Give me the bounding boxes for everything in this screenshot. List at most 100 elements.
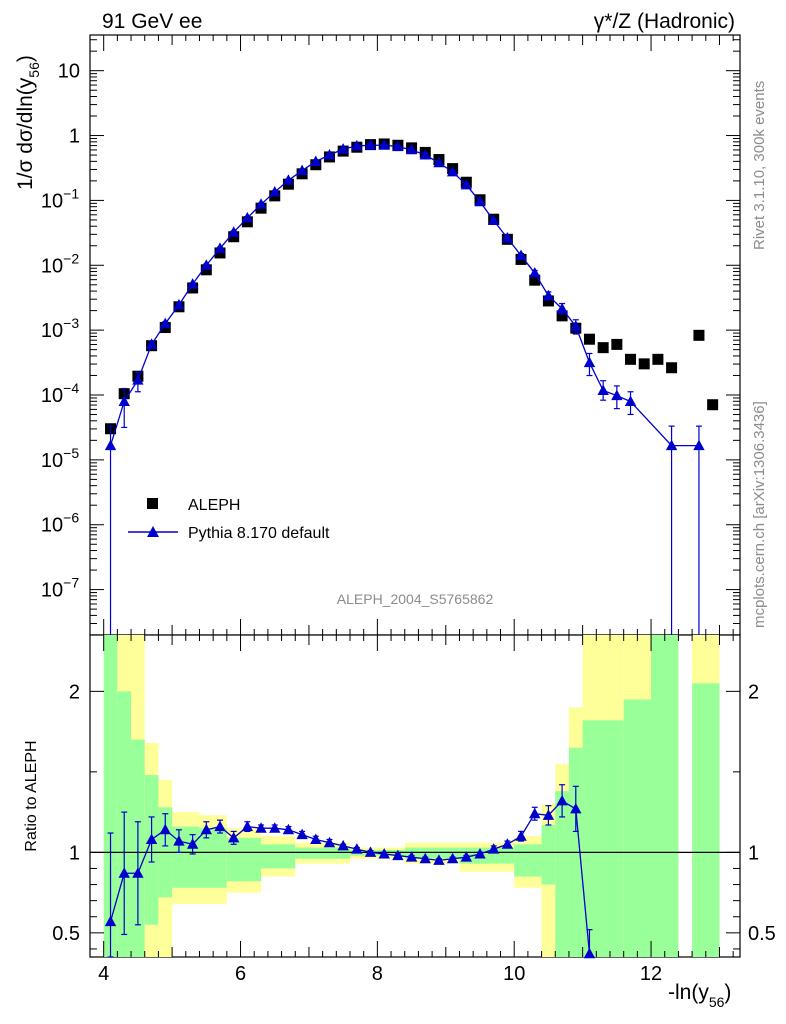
svg-text:1/σ dσ/dln(y56): 1/σ dσ/dln(y56) bbox=[14, 55, 42, 190]
ratio-y-tick-label-left: 0.5 bbox=[52, 923, 80, 945]
main-y-tick-label: 10−6 bbox=[41, 510, 79, 537]
green-band bbox=[172, 826, 200, 888]
pythia-point bbox=[104, 439, 117, 451]
pythia-point bbox=[145, 338, 158, 349]
ratio-point bbox=[145, 833, 158, 844]
pythia-point bbox=[515, 249, 527, 261]
ratio-point bbox=[392, 849, 404, 861]
pythia-point bbox=[597, 384, 609, 395]
main-y-label-sub: 56 bbox=[26, 62, 42, 78]
ratio-point bbox=[200, 823, 213, 835]
ratio-point bbox=[104, 915, 117, 927]
main-y-axis-label: 1/σ dσ/dln(y56) bbox=[14, 55, 42, 190]
pythia-point bbox=[296, 164, 308, 176]
pythia-series bbox=[104, 139, 705, 635]
green-band bbox=[555, 791, 569, 957]
pythia-point bbox=[501, 232, 514, 243]
pythia-point bbox=[460, 178, 473, 190]
pythia-point bbox=[132, 374, 144, 385]
main-y-tick-label: 10−7 bbox=[41, 575, 79, 602]
pythia-point bbox=[392, 140, 404, 152]
pythia-point bbox=[241, 211, 254, 223]
header-right: γ*/Z (Hadronic) bbox=[594, 10, 735, 33]
ratio-point bbox=[529, 807, 541, 819]
pythia-point bbox=[269, 185, 281, 197]
green-band bbox=[295, 847, 350, 859]
aleph-point bbox=[583, 333, 595, 345]
aleph-point bbox=[556, 310, 568, 322]
ratio-point bbox=[214, 820, 226, 832]
aleph-point bbox=[666, 362, 678, 374]
pythia-point bbox=[186, 278, 199, 289]
aleph-point bbox=[214, 247, 226, 259]
ratio-y-tick-label-right: 2 bbox=[748, 681, 759, 703]
main-panel-frame bbox=[89, 34, 741, 636]
ratio-point bbox=[132, 867, 144, 878]
ratio-point bbox=[570, 802, 582, 814]
ratio-point bbox=[542, 809, 555, 820]
green-band bbox=[404, 847, 460, 859]
x-axis-label: -ln(y56) bbox=[668, 981, 731, 1010]
pythia-point bbox=[173, 298, 185, 310]
main-axis-ticks: 10 1 10−1 10−2 10−3 10−4 10−5 10−6 10−7 bbox=[41, 39, 740, 636]
pythia-point bbox=[118, 395, 130, 406]
ratio-point bbox=[227, 831, 240, 843]
green-band bbox=[541, 824, 556, 885]
ratio-point bbox=[474, 847, 486, 859]
ratio-point bbox=[255, 822, 267, 833]
pythia-point bbox=[529, 267, 541, 278]
x-label-close: ) bbox=[724, 981, 731, 1004]
pythia-point bbox=[200, 259, 213, 270]
pythia-point bbox=[351, 139, 363, 151]
ratio-point bbox=[118, 867, 130, 878]
aleph-point bbox=[707, 399, 719, 411]
green-band bbox=[103, 635, 118, 957]
pythia-point bbox=[337, 143, 349, 154]
green-band bbox=[692, 683, 720, 957]
pythia-point bbox=[474, 195, 486, 207]
legend-aleph-marker bbox=[147, 498, 158, 509]
aleph-point bbox=[693, 329, 705, 341]
green-band bbox=[459, 847, 515, 864]
pythia-point bbox=[665, 439, 678, 451]
pythia-point bbox=[323, 149, 336, 160]
aleph-point bbox=[228, 231, 240, 243]
pythia-point bbox=[159, 317, 171, 329]
aleph-point bbox=[542, 295, 554, 307]
pythia-point bbox=[282, 174, 295, 185]
pythia-point bbox=[419, 149, 431, 160]
main-y-tick-label: 10−4 bbox=[41, 380, 79, 407]
x-tick-label: 12 bbox=[640, 963, 662, 985]
main-y-tick-label: 10−5 bbox=[41, 445, 79, 472]
aleph-point bbox=[529, 274, 541, 286]
main-y-tick-label: 1 bbox=[69, 126, 80, 148]
pythia-point bbox=[255, 198, 267, 209]
pythia-point bbox=[611, 389, 623, 401]
ratio-point bbox=[186, 838, 199, 849]
ratio-point bbox=[515, 830, 527, 841]
ratio-point bbox=[364, 846, 377, 857]
ratio-point bbox=[159, 823, 171, 835]
aleph-point bbox=[625, 353, 637, 365]
ratio-axis-ticks: 0.5 0.5 1 1 2 2 bbox=[52, 681, 776, 950]
ratio-point bbox=[269, 822, 281, 833]
pythia-point bbox=[227, 226, 240, 237]
green-band bbox=[582, 720, 624, 957]
mcplots-label: mcplots.cern.ch [arXiv:1306.3436] bbox=[751, 401, 768, 628]
main-y-label-text: 1/σ dσ/dln(y bbox=[14, 77, 37, 190]
x-tick-label: 10 bbox=[503, 963, 525, 985]
pythia-point bbox=[364, 139, 377, 150]
ratio-y-tick-label-left: 2 bbox=[69, 681, 80, 703]
aleph-point bbox=[597, 342, 609, 354]
legend: ALEPH Pythia 8.170 default bbox=[128, 497, 330, 542]
ratio-point bbox=[460, 851, 473, 862]
ratio-point bbox=[173, 835, 185, 846]
pythia-point bbox=[487, 214, 500, 226]
x-tick-label: 6 bbox=[235, 963, 246, 985]
ratio-y-tick-label-right: 0.5 bbox=[748, 923, 776, 945]
pythia-point bbox=[214, 242, 226, 253]
header-left: 91 GeV ee bbox=[102, 10, 202, 33]
x-label-text: -ln(y bbox=[668, 981, 709, 1004]
ratio-point bbox=[446, 852, 459, 864]
